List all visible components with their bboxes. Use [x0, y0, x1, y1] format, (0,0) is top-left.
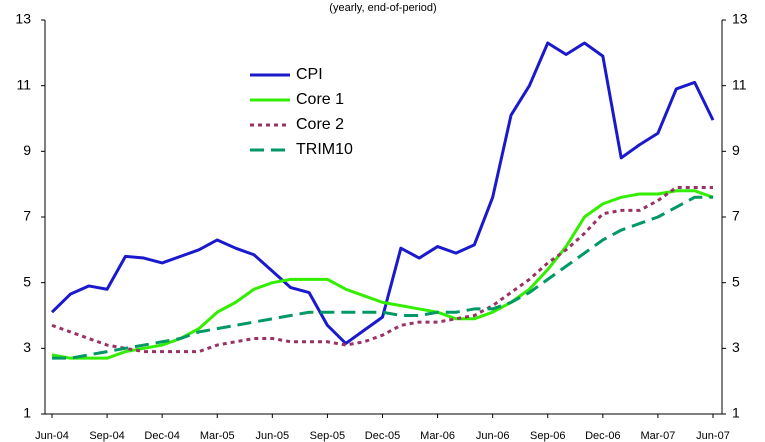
y-tick-label: 3	[23, 339, 31, 355]
chart-subtitle: (yearly, end-of-period)	[329, 2, 436, 14]
x-tick-label: Sep-06	[530, 430, 565, 442]
legend-label: Core 1	[296, 91, 344, 108]
legend-label: Core 2	[296, 116, 344, 133]
y2-tick-label: 11	[732, 76, 747, 92]
x-tick-label: Dec-04	[144, 430, 179, 442]
x-tick-label: Mar-05	[200, 430, 235, 442]
x-tick-label: Dec-06	[585, 430, 620, 442]
y-tick-label: 1	[23, 405, 31, 421]
x-tick-label: Dec-05	[365, 430, 400, 442]
y-tick-label: 13	[15, 11, 31, 27]
y2-tick-label: 9	[732, 142, 740, 158]
series-line	[51, 185, 713, 354]
series-line	[51, 189, 714, 360]
series-line	[52, 195, 713, 360]
series-line	[50, 41, 715, 345]
x-tick-label: Sep-04	[89, 430, 124, 442]
x-tick-label: Jun-06	[476, 430, 510, 442]
x-tick-label: Sep-05	[310, 430, 345, 442]
y-tick-label: 5	[23, 273, 31, 289]
y2-tick-label: 5	[732, 273, 740, 289]
y2-tick-label: 7	[732, 208, 740, 224]
legend-label: TRIM10	[296, 141, 353, 158]
y2-tick-label: 3	[732, 339, 740, 355]
y-tick-label: 9	[23, 142, 31, 158]
x-tick-label: Mar-07	[640, 430, 675, 442]
y2-tick-label: 1	[732, 405, 740, 421]
x-tick-label: Jun-04	[35, 430, 69, 442]
legend-label: CPI	[296, 66, 323, 83]
x-tick-label: Jun-05	[256, 430, 290, 442]
y2-tick-label: 13	[732, 11, 748, 27]
x-tick-label: Mar-06	[420, 430, 455, 442]
x-tick-label: Jun-07	[696, 430, 730, 442]
y-tick-label: 11	[16, 76, 31, 92]
y-tick-label: 7	[23, 208, 31, 224]
